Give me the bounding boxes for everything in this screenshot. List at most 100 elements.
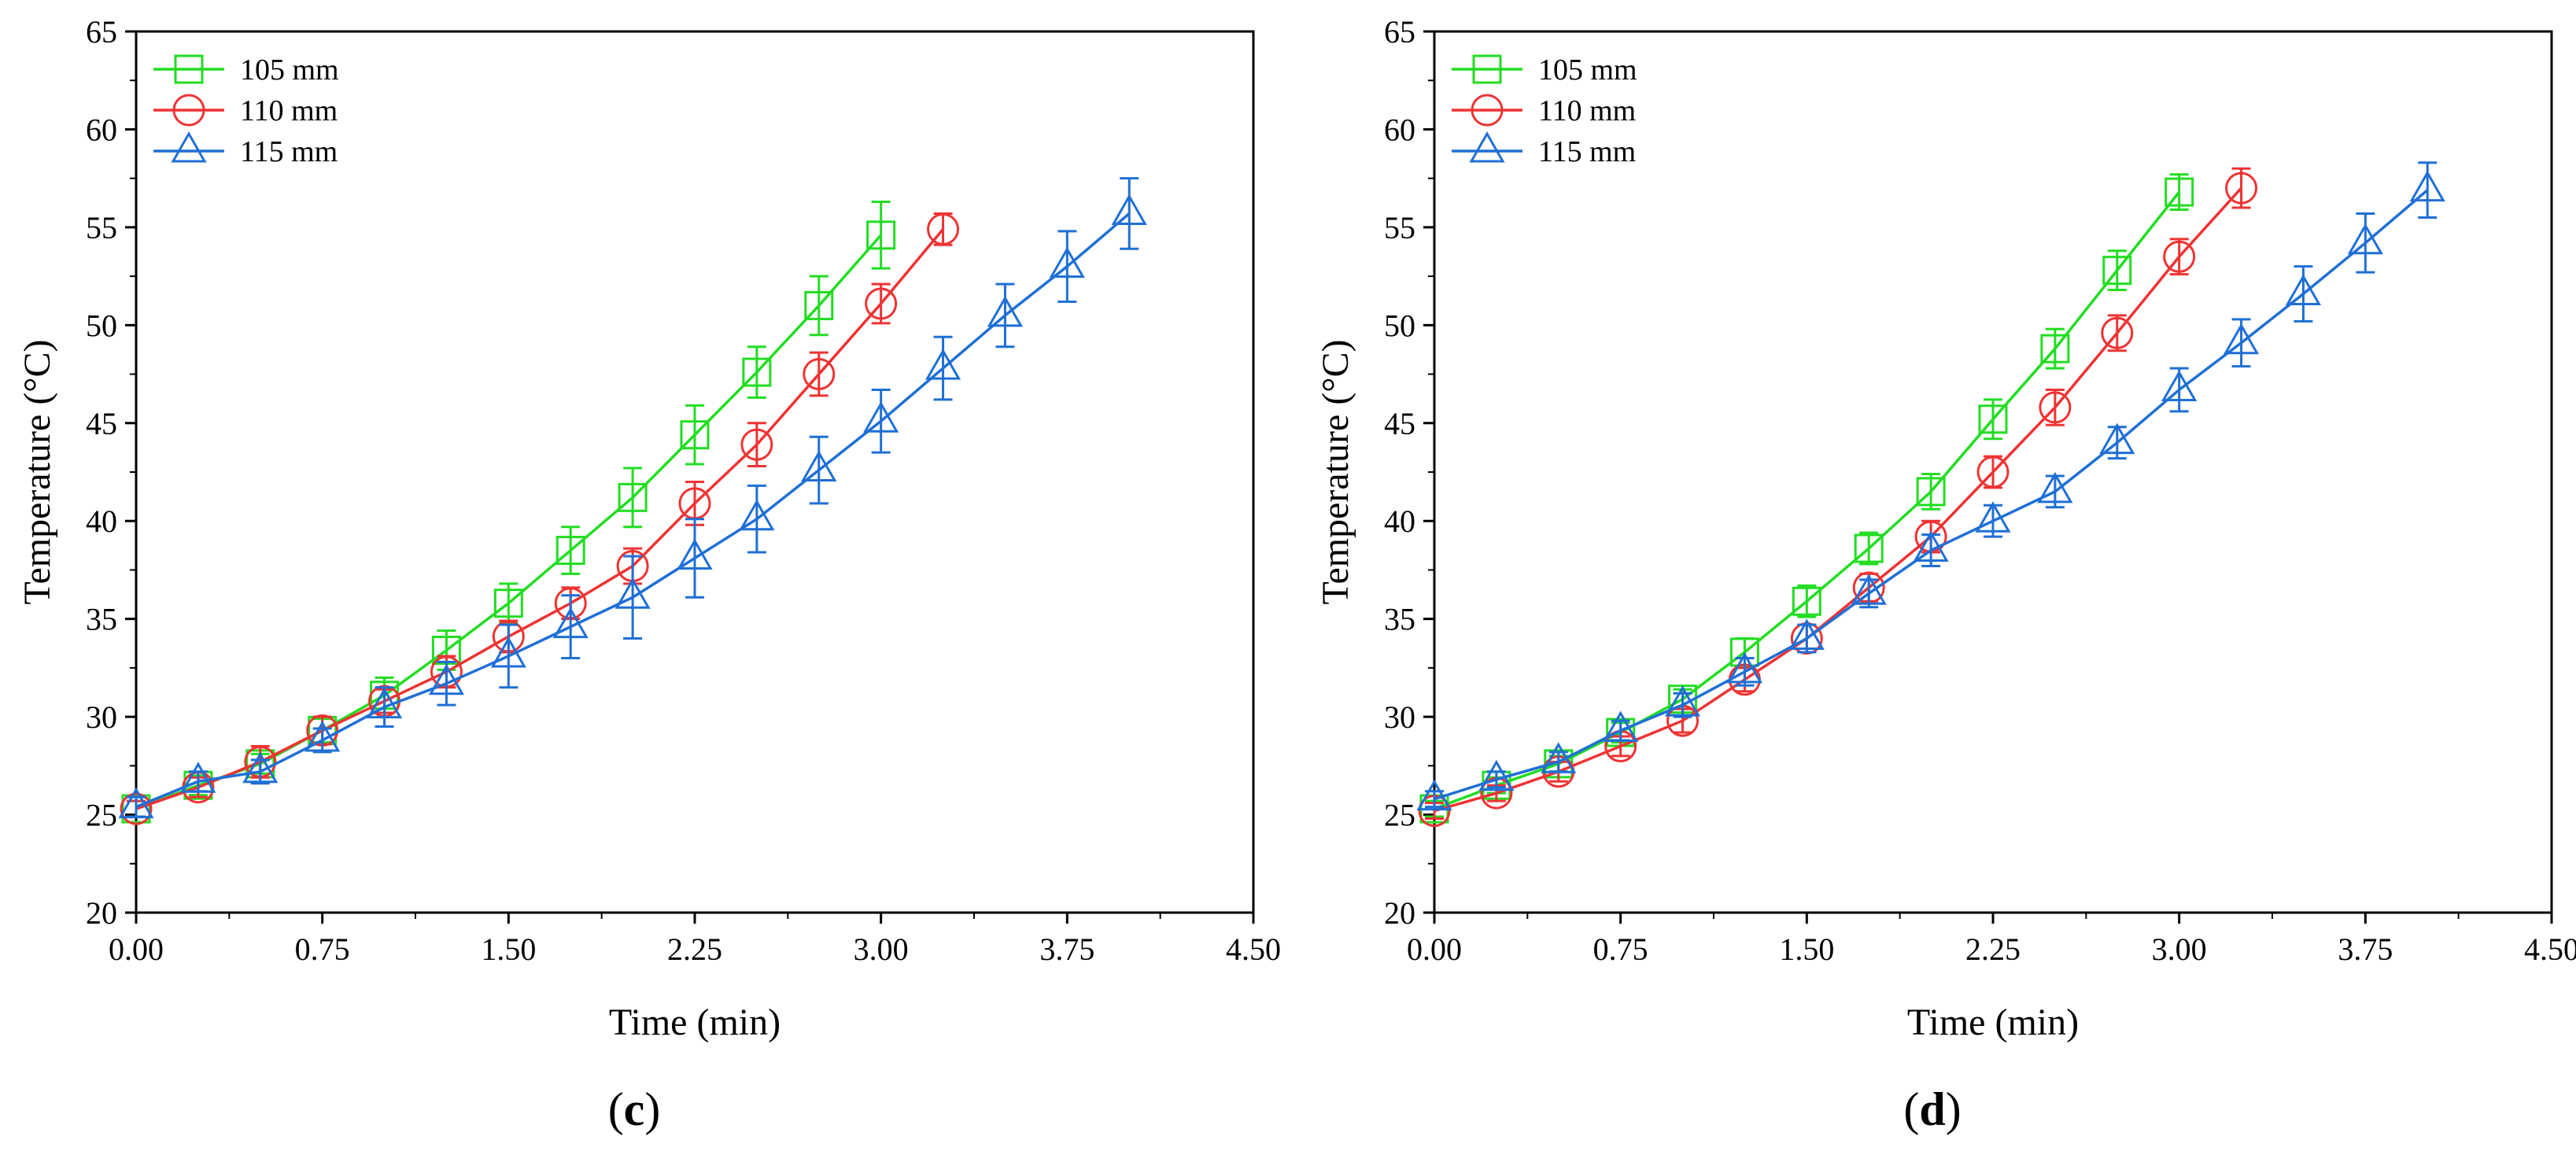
panel-label: (d)	[1903, 1083, 1961, 1135]
y-tick-label: 50	[1384, 308, 1415, 343]
triangle-marker	[366, 687, 403, 719]
circle-marker	[740, 428, 773, 461]
series-line	[1434, 186, 2242, 813]
panel-label: (c)	[608, 1083, 661, 1135]
panel-label-close: )	[1946, 1083, 1962, 1135]
square-marker	[742, 357, 772, 387]
chart-panel-c: 0.00 0.75 1.50 2.25 3.00 3.75 4.50 20 25 30 35 40 45…	[17, 14, 1281, 1135]
triangle-marker	[2347, 223, 2383, 255]
x-tick-label: 3.75	[1039, 931, 1094, 967]
y-tick-label: 25	[86, 798, 117, 833]
triangle-marker	[1664, 685, 1701, 717]
y-axis-title: Temperature (°C)	[17, 339, 58, 604]
square-marker	[1854, 533, 1884, 563]
triangle-marker	[987, 295, 1024, 327]
y-tick-label: 45	[86, 406, 117, 441]
y-tick-label: 60	[1384, 112, 1415, 147]
triangle-marker	[1469, 131, 1505, 163]
circle-marker	[2101, 316, 2134, 349]
triangle-marker	[1416, 779, 1452, 811]
x-tick-label: 3.75	[2338, 931, 2393, 967]
y-tick-label: 35	[86, 602, 117, 637]
legend-entry: 105 mm	[1452, 53, 1637, 87]
triangle-marker	[614, 577, 651, 609]
circle-marker	[927, 212, 960, 245]
series-line	[135, 228, 944, 810]
circle-marker	[865, 287, 898, 320]
square-marker	[1978, 404, 2008, 434]
x-tick-label: 1.50	[1779, 931, 1834, 967]
x-tick-label: 0.00	[109, 931, 164, 967]
circle-marker	[1976, 456, 2010, 489]
square-marker	[2165, 177, 2194, 207]
triangle-marker	[863, 401, 899, 433]
x-tick-label: 2.25	[1965, 931, 2021, 967]
triangle-marker	[242, 751, 279, 784]
square-marker	[1916, 477, 1946, 507]
panel-label-close: )	[644, 1083, 660, 1135]
chart-panel-d: 0.00 0.75 1.50 2.25 3.00 3.75 4.50 20 25 30 35 40 45…	[1315, 14, 2576, 1135]
triangle-marker	[1788, 618, 1825, 651]
x-axis-title: Time (min)	[1907, 1002, 2079, 1043]
y-tick-label: 25	[1384, 798, 1415, 833]
x-tick-label: 4.50	[2524, 931, 2576, 967]
circle-marker	[2039, 391, 2072, 424]
x-tick-label: 0.00	[1407, 931, 1462, 967]
triangle-marker	[2161, 370, 2198, 401]
triangle-marker	[924, 349, 961, 380]
legend-label: 115 mm	[240, 135, 338, 168]
y-tick-label: 45	[1384, 406, 1415, 441]
triangle-marker	[1603, 710, 1639, 743]
y-tick-label: 55	[86, 210, 117, 245]
y-tick-label: 40	[86, 504, 117, 539]
square-marker	[804, 290, 834, 320]
circle-marker	[172, 94, 205, 127]
y-tick-label: 65	[86, 14, 117, 50]
triangle-marker	[490, 636, 526, 668]
legend-entry: 115 mm	[153, 131, 338, 168]
series-105-mm	[1419, 173, 2194, 824]
series-line	[1434, 191, 2181, 810]
square-marker	[618, 482, 648, 512]
x-tick-label: 4.50	[1226, 931, 1281, 967]
triangle-marker	[1975, 501, 2011, 533]
triangle-marker	[180, 762, 216, 793]
square-marker	[680, 420, 710, 450]
y-tick-label: 30	[1384, 699, 1415, 735]
triangle-marker	[739, 499, 775, 531]
square-marker	[1472, 54, 1502, 84]
panel-label-open: (	[608, 1083, 624, 1135]
legend-label: 105 mm	[240, 53, 339, 87]
triangle-marker	[1726, 651, 1763, 684]
panel-label-letter: d	[1919, 1083, 1945, 1135]
circle-marker	[803, 358, 836, 391]
triangle-marker	[1049, 246, 1085, 279]
square-marker	[866, 220, 896, 250]
square-marker	[121, 794, 151, 824]
triangle-marker	[2285, 274, 2322, 306]
x-axis-title: Time (min)	[609, 1002, 781, 1043]
triangle-marker	[2409, 170, 2445, 202]
square-marker	[555, 536, 585, 566]
x-tick-label: 0.75	[295, 931, 350, 967]
y-tick-label: 40	[1384, 504, 1415, 539]
triangle-marker	[1111, 194, 1147, 225]
panel-label-open: (	[1903, 1083, 1919, 1135]
y-tick-label: 20	[1384, 895, 1415, 931]
triangle-marker	[677, 538, 713, 570]
series-105-mm	[121, 201, 896, 824]
legend-label: 115 mm	[1538, 135, 1636, 168]
triangle-marker	[1541, 742, 1577, 773]
y-tick-label: 20	[86, 895, 117, 931]
y-tick-label: 55	[1384, 210, 1415, 245]
legend-entry: 115 mm	[1452, 131, 1636, 168]
square-marker	[174, 54, 204, 84]
legend-entry: 110 mm	[1452, 94, 1636, 127]
legend-entry: 110 mm	[153, 94, 338, 127]
square-marker	[2040, 334, 2070, 363]
x-tick-label: 3.00	[2152, 931, 2207, 967]
panel-label-letter: c	[624, 1083, 645, 1135]
triangle-marker	[801, 450, 837, 482]
triangle-marker	[2037, 471, 2073, 504]
